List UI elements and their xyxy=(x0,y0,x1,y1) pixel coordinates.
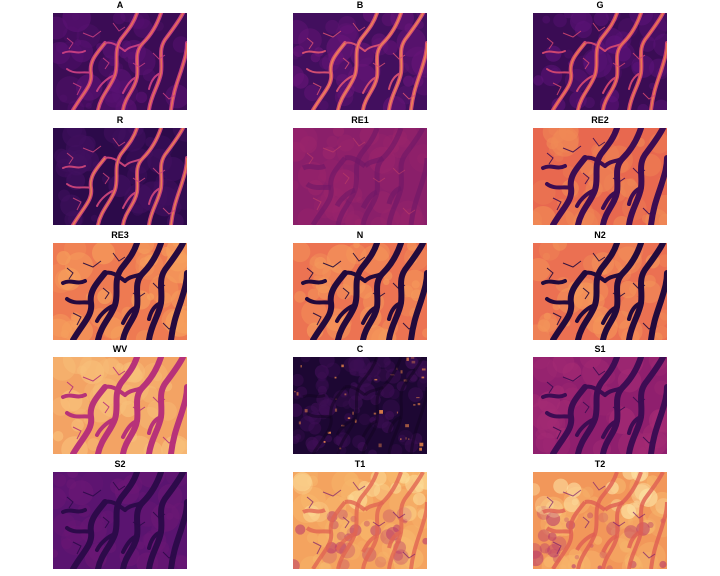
raster-image xyxy=(533,472,667,569)
raster-image xyxy=(293,13,427,110)
raster-image xyxy=(293,128,427,225)
raster-image xyxy=(53,128,187,225)
panel-title: G xyxy=(596,0,604,10)
raster-image xyxy=(293,243,427,340)
panel-title: C xyxy=(356,344,364,354)
panel-title: A xyxy=(116,0,124,10)
raster-map xyxy=(293,13,427,110)
raster-map xyxy=(533,357,667,454)
raster-map xyxy=(53,357,187,454)
raster-image xyxy=(53,472,187,569)
panel-title: WV xyxy=(112,344,128,354)
panel-title: S1 xyxy=(594,344,606,354)
panel-title: T2 xyxy=(594,459,606,469)
panel-title: RE1 xyxy=(351,115,369,125)
raster-image xyxy=(53,243,187,340)
raster-map xyxy=(53,128,187,225)
raster-image xyxy=(533,243,667,340)
raster-image xyxy=(293,472,427,569)
raster-map xyxy=(53,243,187,340)
panel-title: N xyxy=(356,230,364,240)
raster-map xyxy=(293,128,427,225)
panel-title: RE3 xyxy=(111,230,129,240)
raster-map xyxy=(53,472,187,569)
raster-map xyxy=(533,13,667,110)
raster-image xyxy=(53,13,187,110)
raster-map xyxy=(53,13,187,110)
raster-map xyxy=(533,472,667,569)
raster-map xyxy=(293,243,427,340)
panel-title: RE2 xyxy=(591,115,609,125)
panel-title: T1 xyxy=(354,459,366,469)
panel-title: B xyxy=(356,0,364,10)
raster-image xyxy=(533,128,667,225)
panel-title: R xyxy=(116,115,124,125)
panel-title: N2 xyxy=(594,230,606,240)
raster-image xyxy=(293,357,427,454)
raster-map xyxy=(533,243,667,340)
raster-map xyxy=(533,128,667,225)
raster-image xyxy=(533,357,667,454)
raster-image xyxy=(53,357,187,454)
raster-map xyxy=(293,357,427,454)
panel-title: S2 xyxy=(114,459,126,469)
raster-image xyxy=(533,13,667,110)
raster-map xyxy=(293,472,427,569)
